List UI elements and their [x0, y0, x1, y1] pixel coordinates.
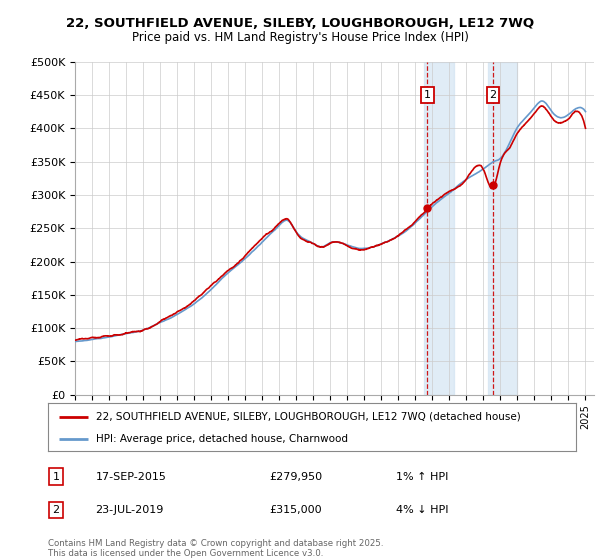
Text: £315,000: £315,000: [270, 505, 322, 515]
Text: Contains HM Land Registry data © Crown copyright and database right 2025.
This d: Contains HM Land Registry data © Crown c…: [48, 539, 383, 558]
Text: 2: 2: [490, 90, 496, 100]
Text: 1: 1: [52, 472, 59, 482]
Text: 4% ↓ HPI: 4% ↓ HPI: [397, 505, 449, 515]
Text: 17-SEP-2015: 17-SEP-2015: [95, 472, 166, 482]
Text: 22, SOUTHFIELD AVENUE, SILEBY, LOUGHBOROUGH, LE12 7WQ (detached house): 22, SOUTHFIELD AVENUE, SILEBY, LOUGHBORO…: [95, 412, 520, 422]
Text: 1% ↑ HPI: 1% ↑ HPI: [397, 472, 449, 482]
Text: 1: 1: [424, 90, 431, 100]
Text: 22, SOUTHFIELD AVENUE, SILEBY, LOUGHBOROUGH, LE12 7WQ: 22, SOUTHFIELD AVENUE, SILEBY, LOUGHBORO…: [66, 17, 534, 30]
Text: HPI: Average price, detached house, Charnwood: HPI: Average price, detached house, Char…: [95, 434, 347, 444]
Text: £279,950: £279,950: [270, 472, 323, 482]
Text: 2: 2: [52, 505, 59, 515]
Text: Price paid vs. HM Land Registry's House Price Index (HPI): Price paid vs. HM Land Registry's House …: [131, 31, 469, 44]
Bar: [488, 62, 517, 395]
Text: 23-JUL-2019: 23-JUL-2019: [95, 505, 164, 515]
Bar: [424, 62, 454, 395]
